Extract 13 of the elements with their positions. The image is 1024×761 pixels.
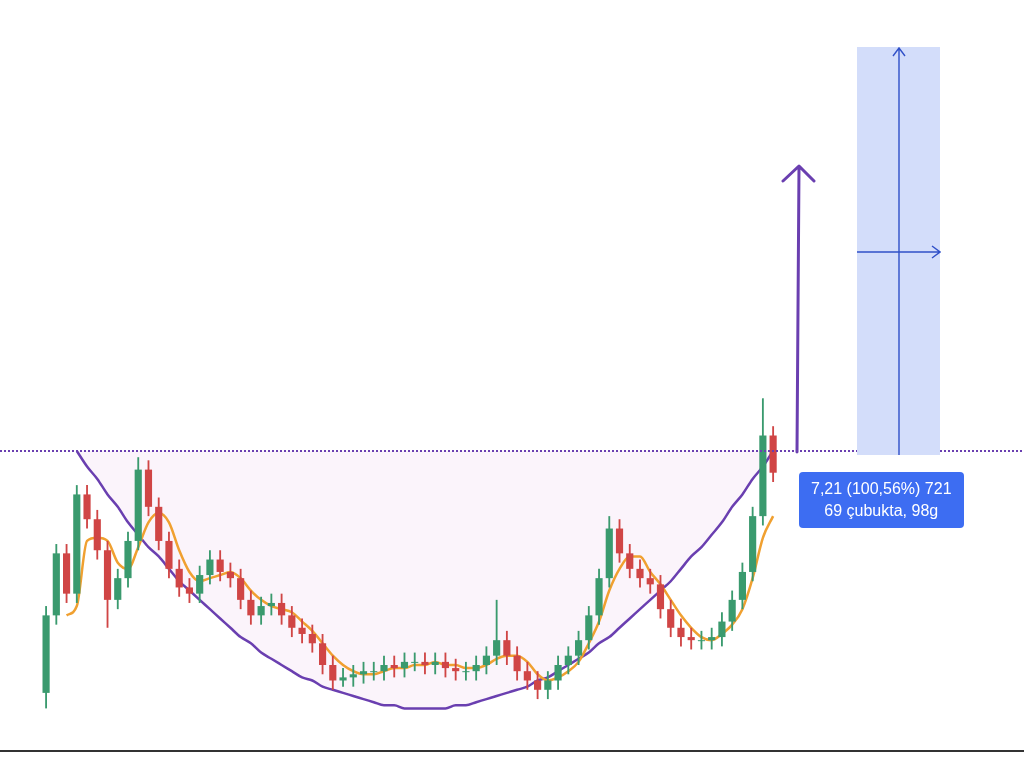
- candlestick: [411, 652, 419, 672]
- candlestick: [349, 664, 357, 687]
- candlestick: [421, 652, 429, 675]
- candlestick: [267, 593, 275, 616]
- candlestick: [431, 652, 439, 675]
- candlestick: [390, 655, 398, 678]
- candlestick: [687, 627, 695, 650]
- annotation: 7,21 (100,56%) 721 69 çubukta, 98g: [799, 472, 964, 528]
- candlestick: [708, 627, 716, 650]
- candlestick: [370, 661, 378, 681]
- candlestick: [462, 661, 470, 681]
- candlestick: [339, 668, 347, 687]
- candlestick: [452, 658, 460, 681]
